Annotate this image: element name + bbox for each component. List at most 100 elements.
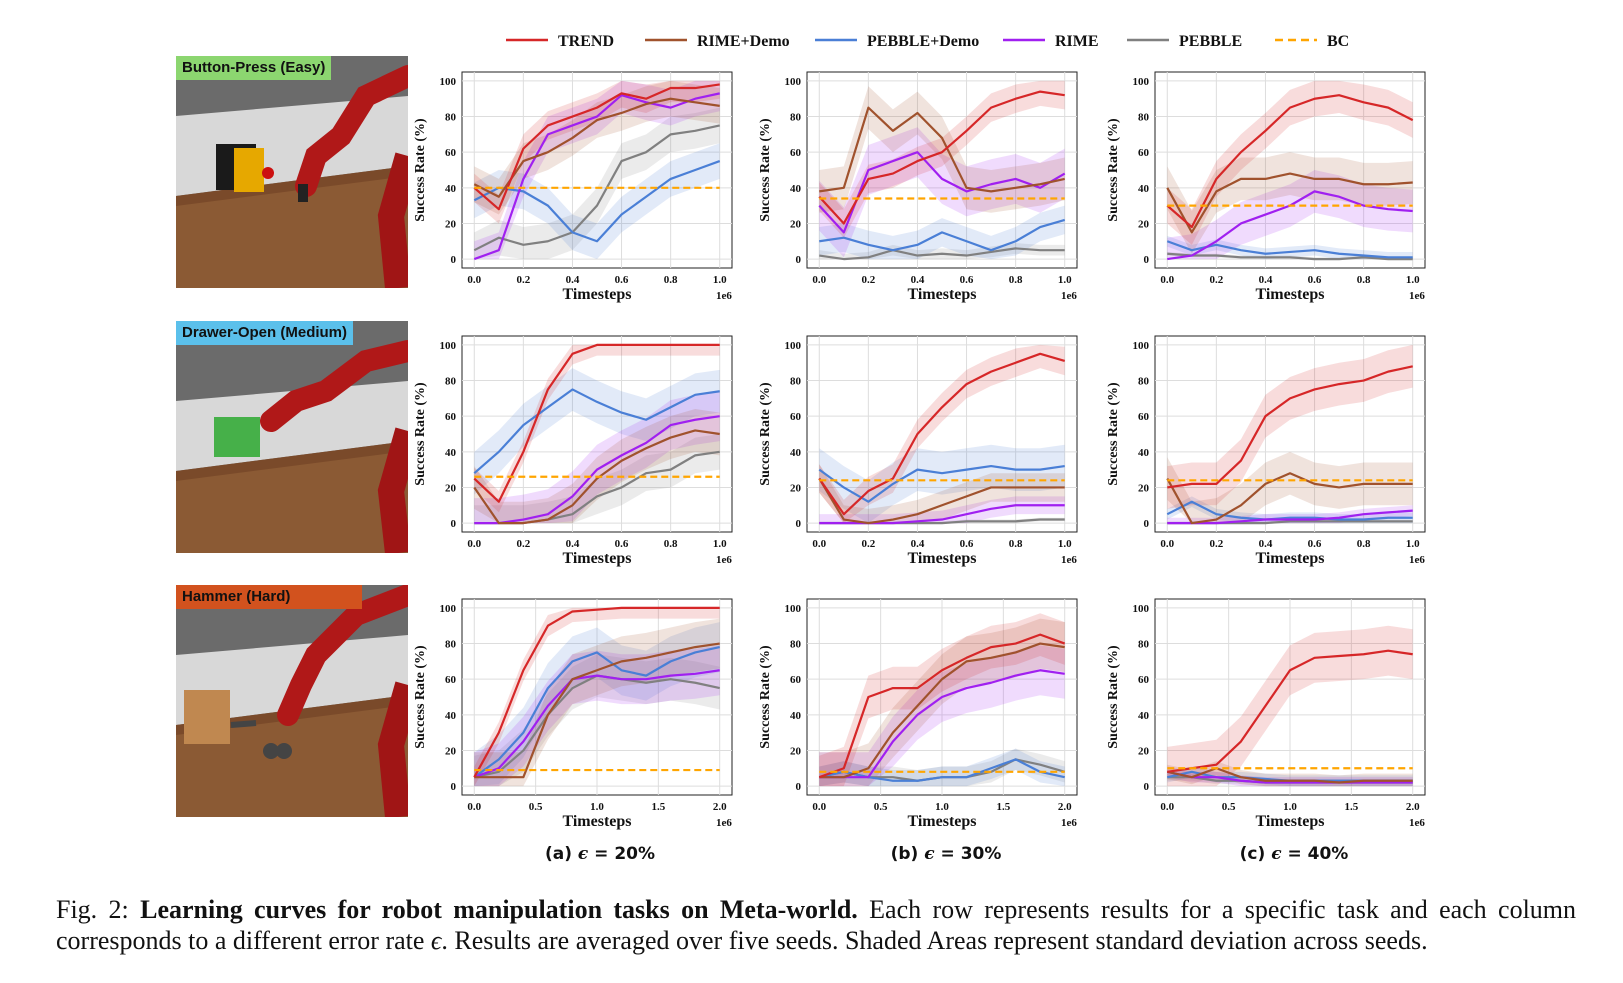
y-tick-label: 100 — [440, 340, 457, 352]
y-tick-label: 80 — [445, 376, 457, 388]
series-line-pebble — [1167, 252, 1413, 261]
y-tick-label: 0 — [1144, 254, 1150, 266]
x-multiplier-label: 1e6 — [1061, 290, 1077, 302]
band-pebble-demo — [474, 143, 720, 260]
chart-panel-0-1: 0 20 40 60 80 100 0.0 0.2 0.4 0.6 0.8 1.0 Timesteps 1… — [758, 71, 1078, 303]
x-tick-label: 1.0 — [935, 801, 949, 813]
x-tick-label: 0.8 — [1357, 274, 1371, 286]
plot-frame — [1154, 71, 1426, 269]
band-pebble-demo — [474, 622, 720, 787]
x-tick-label: 0.4 — [1259, 274, 1273, 286]
y-tick-label: 80 — [790, 376, 802, 388]
y-tick-label: 60 — [445, 147, 457, 159]
x-tick-label: 0.0 — [467, 801, 481, 813]
caption-epsilon: ϵ — [430, 926, 442, 955]
y-tick-label: 60 — [790, 147, 802, 159]
series-line-rime — [818, 151, 1066, 234]
x-tick-label: 0.8 — [664, 274, 678, 286]
column-caption-a: (a) ϵ = 20% — [450, 844, 750, 864]
x-tick-label: 2.0 — [713, 801, 727, 813]
y-tick-label: 40 — [445, 183, 457, 195]
band-rime-demo — [474, 409, 720, 524]
y-tick-label: 80 — [1138, 376, 1150, 388]
y-axis-label: Success Rate (%) — [758, 382, 773, 486]
chart-panel-0-0: 0 20 40 60 80 100 0.0 0.2 0.4 0.6 0.8 1.0 Timesteps 1… — [413, 71, 733, 303]
y-axis-label: Success Rate (%) — [1106, 118, 1121, 222]
x-tick-label: 0.8 — [1009, 274, 1023, 286]
series-line-pebble — [819, 247, 1065, 261]
y-tick-label: 20 — [1138, 218, 1150, 230]
legend-label-3: RIME — [1055, 33, 1099, 50]
task-label: Hammer (Hard) — [176, 585, 362, 609]
x-tick-label: 1.0 — [1406, 274, 1420, 286]
band-rime-demo — [1167, 152, 1413, 254]
series-line-trend — [1167, 365, 1413, 489]
x-axis-label: Timesteps — [1255, 550, 1324, 567]
column-caption-c: (c) ϵ = 40% — [1144, 844, 1444, 864]
x-tick-label: 0.6 — [615, 538, 629, 550]
legend-label-4: PEBBLE — [1179, 33, 1242, 50]
y-tick-label: 100 — [785, 76, 802, 88]
x-tick-label: 1.0 — [713, 274, 727, 286]
y-axis-label: Success Rate (%) — [758, 118, 773, 222]
y-tick-label: 100 — [785, 603, 802, 615]
y-axis-label: Success Rate (%) — [758, 645, 773, 749]
band-pebble-demo — [819, 444, 1065, 524]
robot-scene-illustration — [176, 56, 408, 288]
caption-suffix: = 20% — [588, 844, 656, 864]
y-tick-label: 40 — [790, 710, 802, 722]
plot-frame — [461, 71, 733, 269]
y-axis-label: Success Rate (%) — [413, 645, 428, 749]
caption-body: Each row represents results for a specif… — [56, 895, 1577, 955]
x-tick-label: 0.8 — [664, 538, 678, 550]
y-tick-label: 80 — [1138, 112, 1150, 124]
y-axis-label: Success Rate (%) — [1106, 382, 1121, 486]
y-tick-label: 60 — [1138, 411, 1150, 423]
series-line-trend — [1166, 94, 1414, 229]
series-line-pebble-demo — [473, 388, 720, 475]
legend-label-0: TREND — [558, 33, 614, 50]
band-pebble — [819, 243, 1065, 260]
x-tick-label: 1.0 — [713, 538, 727, 550]
y-tick-label: 40 — [1138, 183, 1150, 195]
x-axis-label: Timesteps — [562, 550, 631, 567]
series-line-rime-demo — [1166, 472, 1413, 525]
series-line-pebble-demo — [819, 218, 1066, 252]
band-pebble — [474, 107, 720, 260]
x-multiplier-label: 1e6 — [716, 290, 732, 302]
series-line-rime — [473, 669, 720, 779]
task-image-hammer: Hammer (Hard) — [176, 585, 408, 817]
x-tick-label: 0.5 — [1222, 801, 1236, 813]
epsilon-symbol: ϵ — [924, 844, 935, 864]
robot-scene-illustration — [176, 585, 408, 817]
series-line-rime — [1167, 770, 1413, 784]
x-tick-label: 1.0 — [1058, 538, 1072, 550]
y-tick-label: 0 — [796, 518, 802, 530]
caption-prefix: (a) — [544, 844, 578, 864]
y-tick-label: 0 — [451, 518, 457, 530]
band-pebble — [474, 654, 720, 787]
band-trend — [474, 344, 720, 513]
robot-scene-illustration — [176, 321, 408, 553]
x-multiplier-label: 1e6 — [1409, 554, 1425, 566]
y-axis-label: Success Rate (%) — [413, 118, 428, 222]
chart-panel-1-0: 0 20 40 60 80 100 0.0 0.2 0.4 0.6 0.8 1.0 Timesteps 1… — [413, 335, 733, 567]
column-caption-b: (b) ϵ = 30% — [796, 844, 1096, 864]
y-tick-label: 40 — [1138, 710, 1150, 722]
epsilon-symbol: ϵ — [1271, 844, 1282, 864]
task-image-button-press: Button-Press (Easy) — [176, 56, 408, 288]
plot-frame — [806, 335, 1078, 533]
y-tick-label: 100 — [785, 340, 802, 352]
y-tick-label: 20 — [445, 745, 457, 757]
series-line-rime — [1167, 509, 1413, 525]
band-rime-demo — [474, 80, 720, 215]
x-tick-label: 0.0 — [1160, 274, 1174, 286]
y-tick-label: 20 — [790, 745, 802, 757]
y-tick-label: 20 — [1138, 745, 1150, 757]
x-tick-label: 1.0 — [590, 801, 604, 813]
y-tick-label: 80 — [445, 639, 457, 651]
chart-panel-2-0: 0 20 40 60 80 100 0.0 0.5 1.0 1.5 2.0 Timesteps 1e6 S… — [413, 598, 733, 830]
caption-prefix: (c) — [1239, 844, 1272, 864]
